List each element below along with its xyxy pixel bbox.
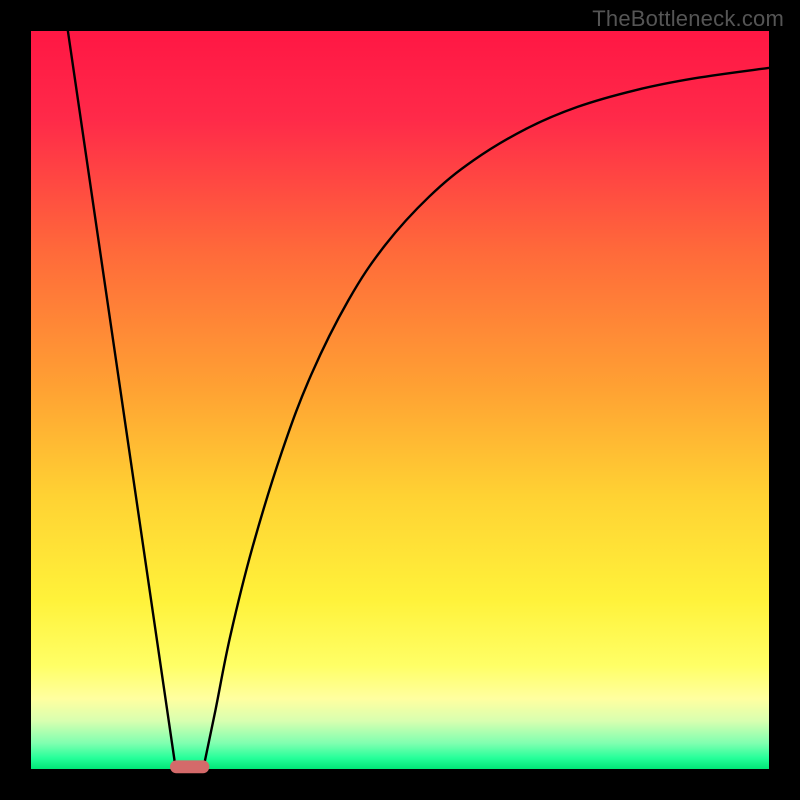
bottleneck-chart: TheBottleneck.com [0, 0, 800, 800]
dip-marker [170, 761, 208, 773]
chart-svg [0, 0, 800, 800]
plot-background [31, 31, 769, 769]
watermark-text: TheBottleneck.com [592, 6, 784, 32]
